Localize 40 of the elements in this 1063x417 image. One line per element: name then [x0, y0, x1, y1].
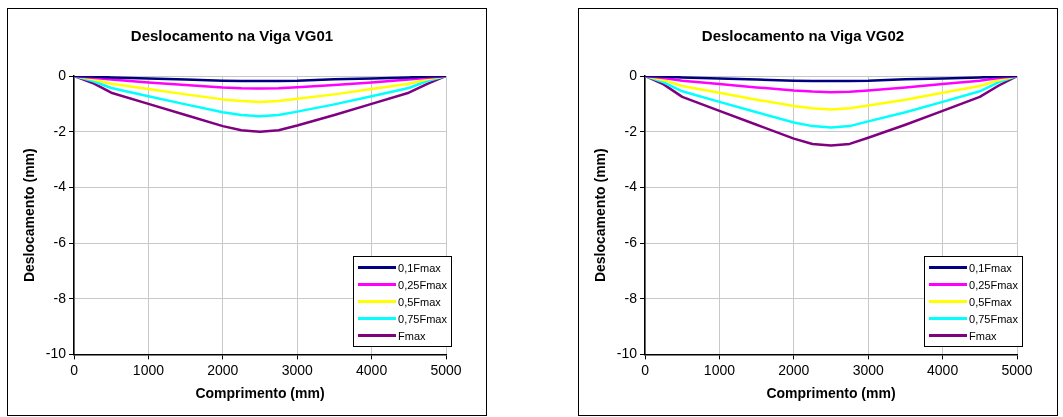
x-tick-label: 5000: [1001, 361, 1033, 378]
chart-title: Deslocamento na Viga VG01: [130, 27, 334, 45]
y-tick-label: -6: [53, 233, 67, 250]
legend-label: 0,25Fmax: [398, 278, 447, 291]
x-tick-label: 4000: [356, 361, 388, 378]
y-tick-label: -6: [624, 233, 638, 250]
y-tick-label: -2: [53, 122, 67, 139]
x-tick-label: 0: [641, 361, 650, 378]
legend-label: 0,1Fmax: [969, 261, 1012, 274]
y-tick-label: 0: [629, 66, 638, 83]
legend-label: Fmax: [969, 329, 997, 342]
y-tick-label: 0: [58, 66, 67, 83]
y-tick-label: -10: [616, 345, 638, 362]
y-tick-label: -4: [624, 178, 638, 195]
x-tick-label: 0: [70, 361, 79, 378]
y-tick-label: -8: [53, 289, 67, 306]
x-tick-label: 1000: [703, 361, 736, 378]
legend-label: 0,5Fmax: [969, 295, 1012, 308]
legend-label: 0,1Fmax: [398, 261, 441, 274]
y-axis-title: Deslocamento (mm): [592, 148, 609, 283]
chart-title: Deslocamento na Viga VG02: [701, 27, 905, 45]
legend-label: Fmax: [398, 329, 426, 342]
y-tick-label: -2: [624, 122, 638, 139]
x-tick-label: 4000: [927, 361, 959, 378]
legend-label: 0,75Fmax: [398, 312, 447, 325]
y-axis-title: Deslocamento (mm): [21, 148, 38, 283]
x-tick-label: 3000: [852, 361, 884, 378]
x-tick-label: 5000: [430, 361, 462, 378]
x-tick-label: 2000: [207, 361, 239, 378]
x-tick-label: 3000: [281, 361, 313, 378]
legend-label: 0,75Fmax: [969, 312, 1018, 325]
y-tick-label: -4: [53, 178, 67, 195]
x-axis-title: Comprimento (mm): [766, 385, 896, 402]
x-axis-title: Comprimento (mm): [195, 385, 325, 402]
legend-label: 0,5Fmax: [398, 295, 441, 308]
legend-label: 0,25Fmax: [969, 278, 1018, 291]
x-tick-label: 2000: [778, 361, 810, 378]
y-tick-label: -10: [45, 345, 67, 362]
x-tick-label: 1000: [132, 361, 165, 378]
y-tick-label: -8: [624, 289, 638, 306]
